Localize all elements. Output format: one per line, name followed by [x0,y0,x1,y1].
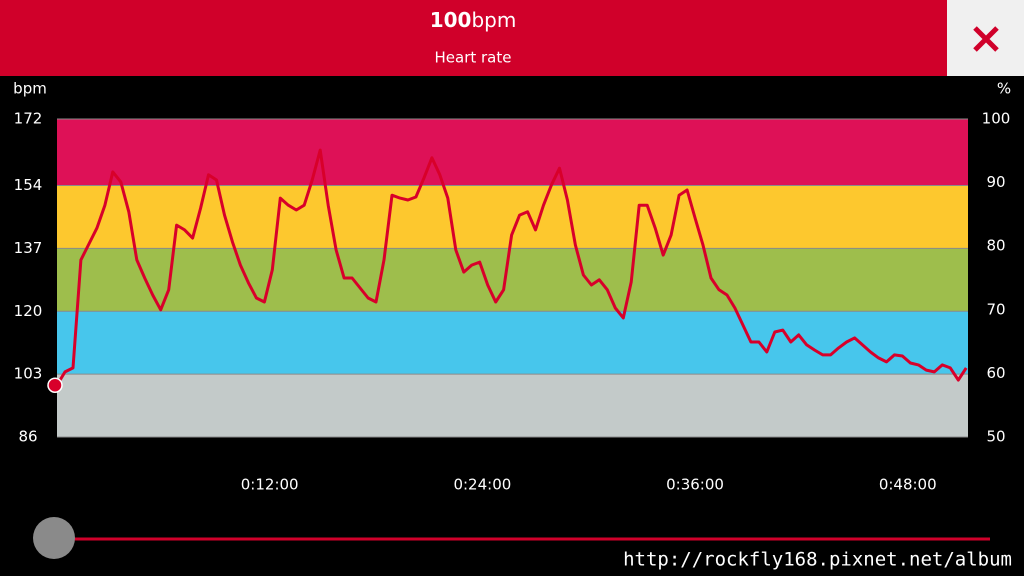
y-tick-label: 86 [18,428,37,446]
y2-tick-label: 70 [986,300,1005,318]
current-marker [47,377,63,393]
y-tick-label: 154 [14,176,43,194]
x-tick-label: 0:24:00 [453,476,511,494]
y2-tick-label: 100 [982,110,1011,128]
close-icon[interactable] [973,26,999,52]
current-value: 100 [430,8,472,32]
y-tick-label: 120 [14,302,43,320]
header-bar [0,0,947,76]
y-axis-title: bpm [13,80,47,98]
slider-thumb[interactable] [33,517,75,559]
current-reading: 100bpm [430,8,517,32]
watermark: http://rockfly168.pixnet.net/album [623,549,1012,571]
heart-rate-line [55,148,968,386]
x-tick-label: 0:12:00 [241,476,299,494]
y2-tick-label: 60 [986,364,1005,382]
y2-tick-label: 80 [986,237,1005,255]
plot: 86 103 120 137 154 172 50 60 70 80 90 100 0:12:00 0:2… [14,110,1011,494]
zone-band [57,374,968,437]
y2-axis-title: % [997,80,1011,98]
x-tick-label: 0:48:00 [879,476,937,494]
y-tick-label: 172 [14,110,43,128]
current-unit: bpm [471,8,516,32]
y-tick-label: 103 [14,365,43,383]
x-tick-label: 0:36:00 [666,476,724,494]
y-tick-label: 137 [14,239,43,257]
y2-tick-label: 50 [986,428,1005,446]
header-label: Heart rate [435,49,512,67]
slider[interactable] [33,517,990,559]
zone-band [57,248,968,312]
y2-tick-label: 90 [986,173,1005,191]
close-button[interactable] [947,0,1024,76]
zone-band [57,311,968,375]
zone-band [57,119,968,186]
